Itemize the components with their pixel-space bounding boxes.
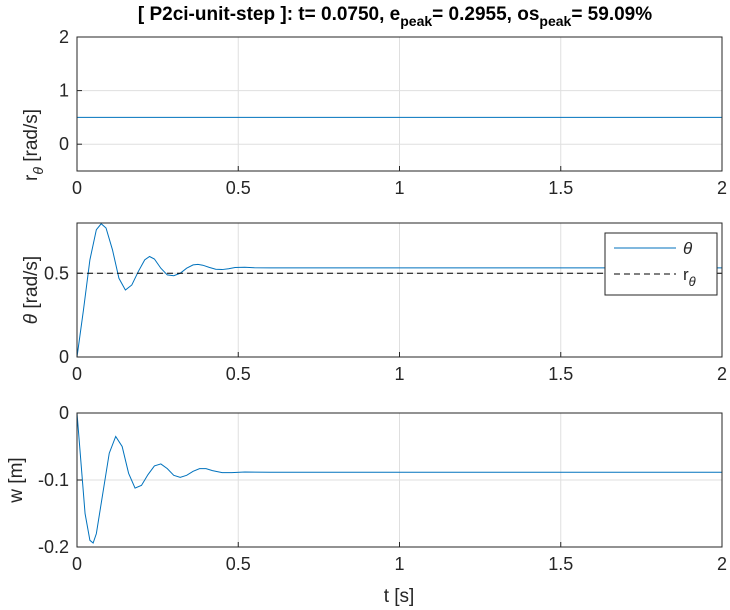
plot-2-xtick-label-2: 1 bbox=[394, 554, 404, 574]
svg-text:w [m]: w [m] bbox=[6, 457, 27, 503]
plot-0-xtick-label-2: 1 bbox=[394, 178, 404, 198]
legend-theta-label: θ bbox=[683, 239, 693, 258]
reference-rate-plot: 0 0.5 1 1.5 2 0 1 2 bbox=[59, 27, 727, 198]
plot-0-ytick-label-0: 0 bbox=[59, 134, 69, 154]
legend: θ rθ bbox=[604, 232, 718, 296]
svg-text:θ [rad/s]: θ [rad/s] bbox=[21, 256, 42, 324]
plot-2-ytick-label-1: -0.1 bbox=[38, 470, 69, 490]
ylabel-w: w [m] bbox=[6, 457, 27, 503]
plot-1-ytick-label-0: 0 bbox=[59, 347, 69, 367]
plot-0-xtick-label-1: 0.5 bbox=[226, 178, 251, 198]
plot-2-xtick-label-3: 1.5 bbox=[548, 554, 573, 574]
plot-1-xtick-label-3: 1.5 bbox=[548, 364, 573, 384]
figure-title: [ P2ci-unit-step ]: t= 0.0750, epeak= 0.… bbox=[138, 4, 652, 29]
ylabel-r-theta: rθ [rad/s] bbox=[21, 109, 46, 181]
plot-1-ytick-label-1: 0.5 bbox=[44, 263, 69, 283]
plot-2-xtick-label-0: 0 bbox=[72, 554, 82, 574]
plot-2-series-0 bbox=[76, 412, 722, 544]
xlabel-time: t [s] bbox=[384, 586, 415, 607]
ylabel-theta: θ [rad/s] bbox=[21, 256, 42, 324]
plot-2-ytick-label-2: 0 bbox=[59, 403, 69, 423]
plot-1-xtick-label-1: 0.5 bbox=[226, 364, 251, 384]
plot-1-xtick-label-4: 2 bbox=[717, 364, 727, 384]
plot-1-xtick-label-2: 1 bbox=[394, 364, 404, 384]
plot-0-xtick-label-4: 2 bbox=[717, 178, 727, 198]
plot-0-ytick-label-2: 2 bbox=[59, 27, 69, 47]
plot-0-xtick-label-3: 1.5 bbox=[548, 178, 573, 198]
plot-2-xtick-label-4: 2 bbox=[717, 554, 727, 574]
displacement-plot: 0 0.5 1 1.5 2 -0.2 -0.1 0 bbox=[38, 403, 727, 574]
legend-box bbox=[604, 232, 718, 296]
plot-0-ytick-label-1: 1 bbox=[59, 81, 69, 101]
plot-2-xtick-label-1: 0.5 bbox=[226, 554, 251, 574]
svg-text:rθ [rad/s]: rθ [rad/s] bbox=[21, 109, 46, 181]
plot-0-xtick-label-0: 0 bbox=[72, 178, 82, 198]
legend-reference-label: rθ bbox=[683, 265, 696, 289]
plot-2-ytick-label-0: -0.2 bbox=[38, 537, 69, 557]
plot-1-xtick-label-0: 0 bbox=[72, 364, 82, 384]
